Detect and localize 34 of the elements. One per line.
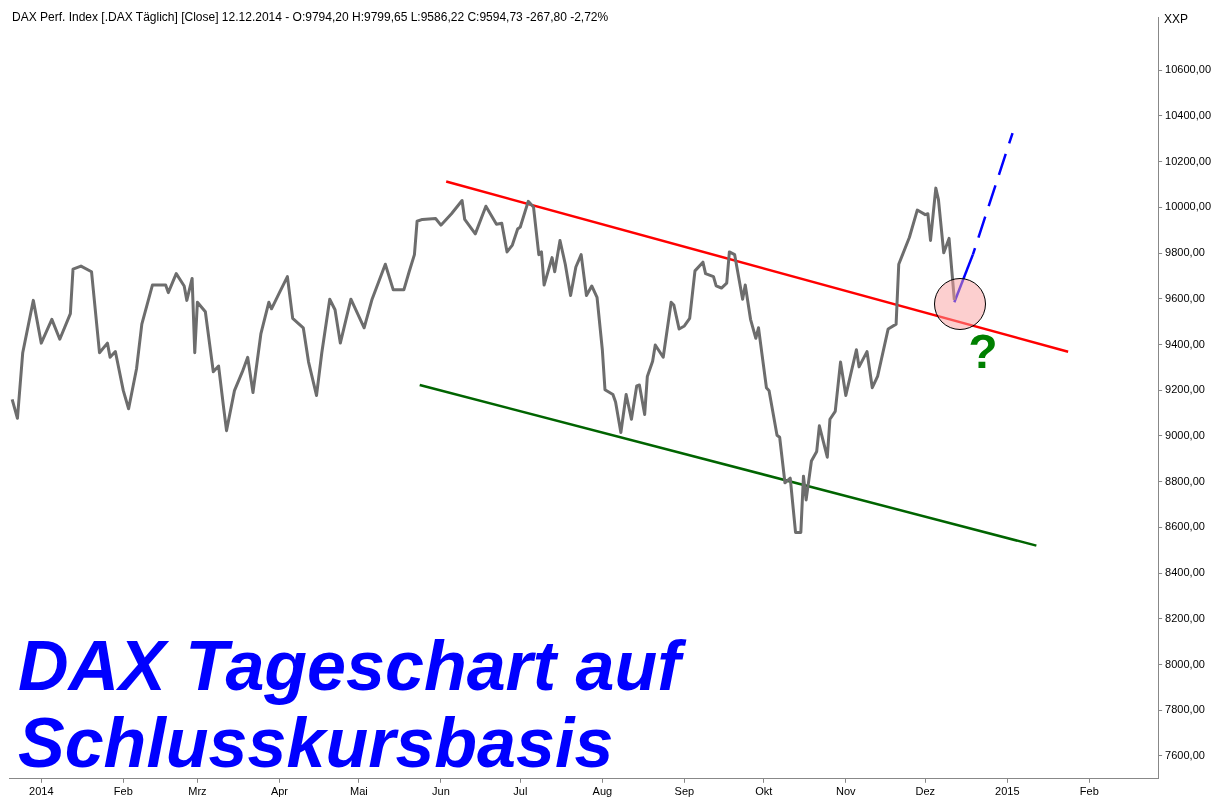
x-tick-label: Nov bbox=[836, 785, 857, 798]
y-tick-label: 10000,00 bbox=[1165, 200, 1212, 213]
y-tick-label: 9600,00 bbox=[1165, 291, 1205, 304]
x-tick-label: 2015 bbox=[995, 785, 1020, 798]
y-tick-label: 8400,00 bbox=[1165, 566, 1205, 579]
y-tick-label: 9400,00 bbox=[1165, 337, 1205, 350]
y-tick-label: 9000,00 bbox=[1165, 428, 1205, 441]
x-tick-label: Aug bbox=[592, 785, 613, 798]
x-tick-label: Jul bbox=[513, 785, 528, 798]
y-tick-label: 10600,00 bbox=[1165, 63, 1212, 76]
annotation: ? bbox=[968, 324, 998, 378]
y-tick-label: 8800,00 bbox=[1165, 474, 1205, 487]
y-tick-label: 8600,00 bbox=[1165, 520, 1205, 533]
x-tick-label: 2014 bbox=[29, 785, 54, 798]
y-tick-label: 10200,00 bbox=[1165, 154, 1212, 167]
y-tick-label: 8200,00 bbox=[1165, 611, 1205, 624]
y-tick-label: 7600,00 bbox=[1165, 748, 1205, 761]
x-tick-label: Feb bbox=[1079, 785, 1099, 798]
y-tick-label: 10400,00 bbox=[1165, 108, 1212, 121]
y-axis-title: XXP bbox=[1164, 12, 1189, 26]
y-tick-label: 7800,00 bbox=[1165, 703, 1205, 716]
x-tick-label: Apr bbox=[270, 785, 289, 798]
y-tick-label: 9200,00 bbox=[1165, 383, 1205, 396]
x-tick-label: Dez bbox=[915, 785, 935, 798]
x-tick-label: Sep bbox=[674, 785, 695, 798]
x-tick-label: Jun bbox=[432, 785, 450, 798]
x-tick-label: Mai bbox=[349, 785, 368, 798]
x-tick-label: Okt bbox=[755, 785, 773, 798]
y-tick-label: 9800,00 bbox=[1165, 246, 1205, 259]
chart-subtitle: DAX Perf. Index [.DAX Täglich] [Close] 12.12.2014 - O:9794,20 H:9799,65 L:9586,22 C:9594,73 -267,80 -2,72% bbox=[12, 10, 609, 24]
y-tick-label: 8000,00 bbox=[1165, 657, 1205, 670]
x-tick-label: Mrz bbox=[188, 785, 207, 798]
text: DAX Tageschart auf Schlusskursbasis bbox=[18, 627, 688, 782]
x-tick-label: Feb bbox=[113, 785, 133, 798]
